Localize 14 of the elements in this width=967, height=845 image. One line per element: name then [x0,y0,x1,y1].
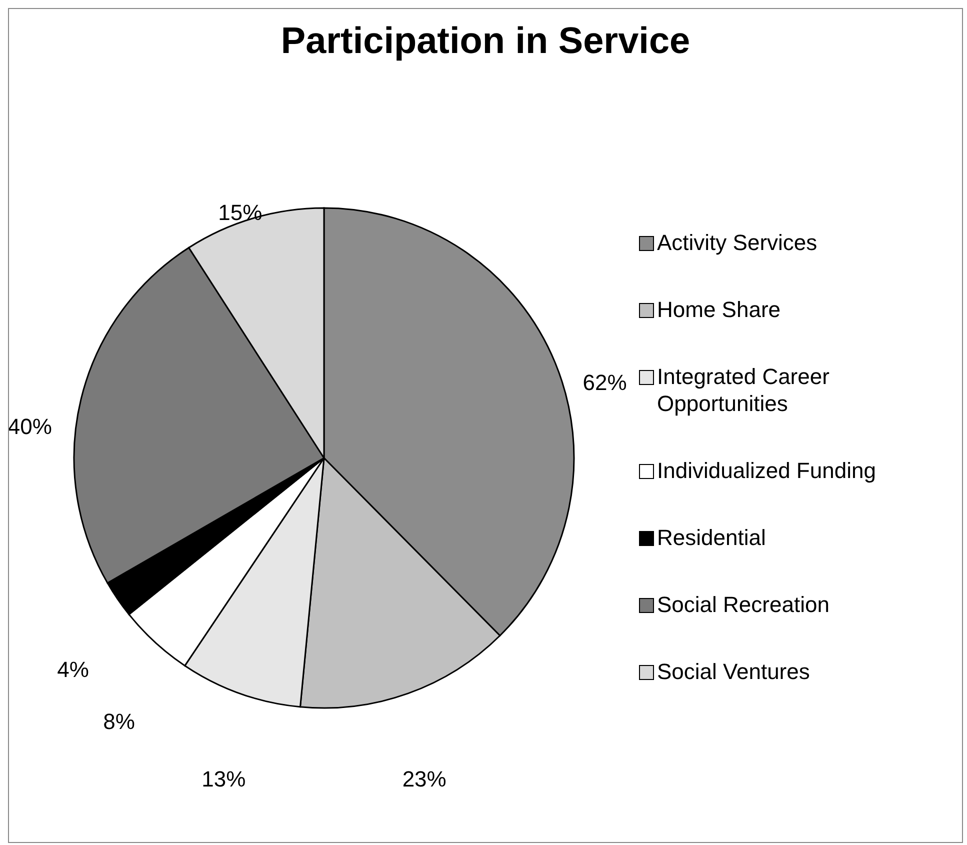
data-label: 8% [103,708,135,734]
legend-label: Home Share [657,296,782,323]
data-label: 4% [57,657,89,682]
data-label: 62% [582,370,627,395]
data-label: 15% [218,200,262,225]
legend-label: Integrated Career Opportunities [657,363,830,417]
legend-label: Activity Services [657,229,818,256]
chart-title: Participation in Service [280,19,692,61]
legend-label: Social Ventures [657,658,811,685]
legend-label: Residential [657,524,767,551]
data-label: 23% [402,766,446,792]
data-label: 13% [202,766,246,792]
legend-label: Individualized Funding [657,457,877,484]
legend-label: Social Recreation [657,591,830,618]
